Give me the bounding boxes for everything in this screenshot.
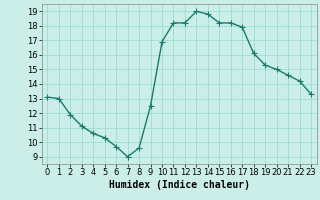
X-axis label: Humidex (Indice chaleur): Humidex (Indice chaleur) [109,180,250,190]
